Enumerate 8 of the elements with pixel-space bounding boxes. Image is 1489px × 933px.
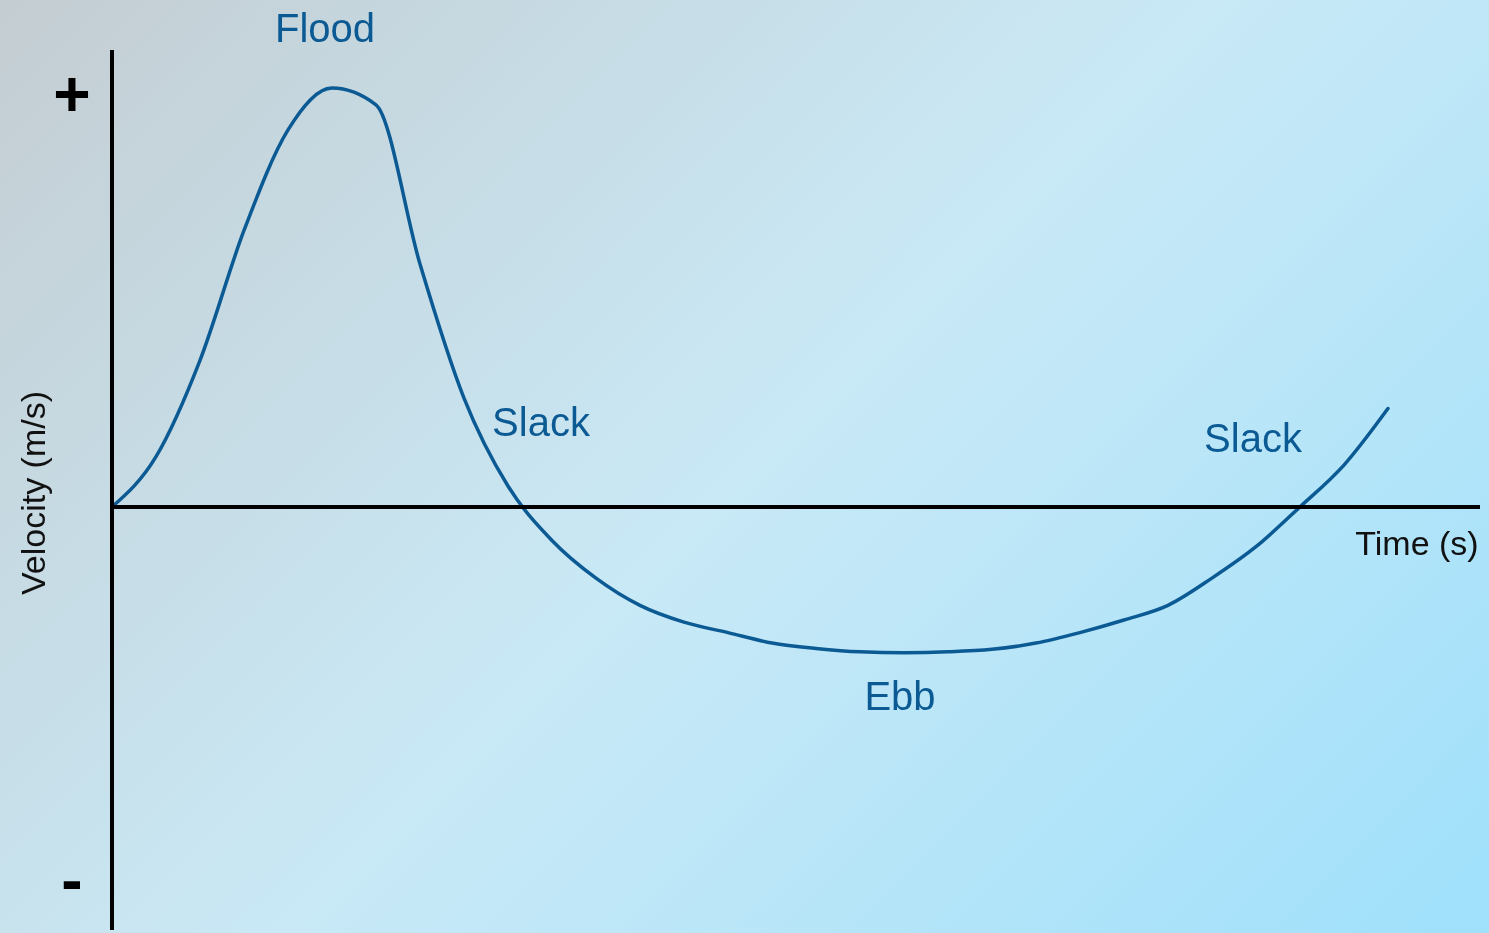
x-axis-title: Time (s) bbox=[1355, 524, 1479, 562]
annotation: Slack bbox=[492, 400, 591, 444]
annotation: + bbox=[53, 58, 91, 130]
y-axis-title: Velocity (m/s) bbox=[14, 390, 52, 596]
text: Ebb bbox=[864, 674, 936, 718]
text: - bbox=[61, 844, 83, 916]
text: Flood bbox=[274, 6, 376, 50]
annotation: Slack bbox=[1204, 416, 1303, 460]
